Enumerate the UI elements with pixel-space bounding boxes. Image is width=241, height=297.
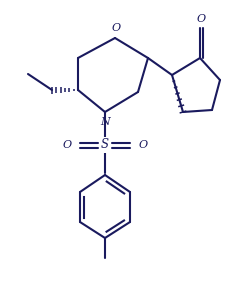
Text: N: N bbox=[100, 117, 110, 127]
Text: O: O bbox=[138, 140, 147, 150]
Text: O: O bbox=[111, 23, 120, 33]
Text: O: O bbox=[196, 14, 206, 24]
Text: S: S bbox=[101, 138, 109, 151]
Text: O: O bbox=[62, 140, 72, 150]
